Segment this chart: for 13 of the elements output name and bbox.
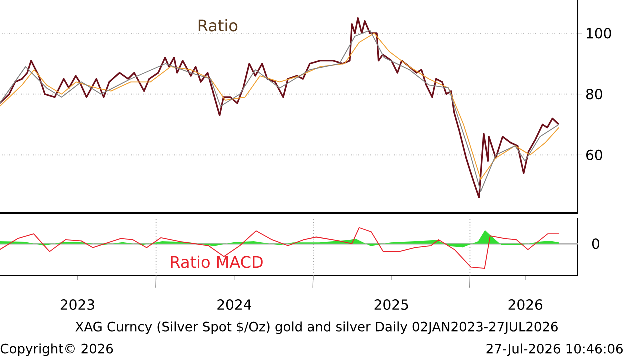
text: 0: [592, 238, 600, 250]
x-tick-label: 2024: [218, 300, 252, 310]
text: 27-Jul-2026 10:46:06: [486, 344, 623, 356]
y-tick-label: 60: [586, 150, 602, 160]
x-tick-label: 2025: [374, 300, 408, 310]
text: Ratio: [198, 19, 238, 32]
x-tick-label: 2026: [508, 300, 543, 310]
text: Ratio MACD: [171, 256, 263, 268]
x-tick-label: 2023: [60, 300, 94, 310]
y-tick-label: 80: [586, 89, 602, 100]
text: Copyright© 2026: [0, 344, 114, 356]
text: XAG Curncy (Silver Spot $/Oz) gold and silver Daily 02JAN2023-27JUL2026: [76, 322, 558, 334]
y-tick-label: 100: [587, 28, 612, 39]
